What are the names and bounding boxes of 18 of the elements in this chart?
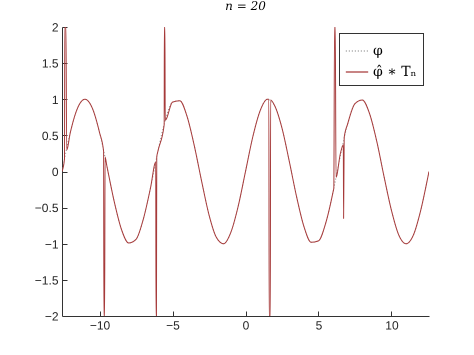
y-tick-label: −0.5	[34, 201, 59, 216]
line-series	[62, 27, 429, 316]
legend-label: φ	[373, 43, 383, 59]
y-tick-label: −1.5	[34, 273, 59, 288]
y-tick-label: −1	[44, 237, 59, 252]
legend-label: φ̂ ∗ Tₙ	[373, 64, 417, 80]
y-tick-label: −2	[44, 310, 59, 324]
y-tick-label: 1.5	[42, 56, 59, 71]
x-tick-label: 10	[385, 318, 399, 332]
x-tick-label: 0	[242, 318, 250, 332]
chart-title: n = 20	[225, 0, 266, 13]
x-tick-label: −10	[90, 318, 111, 332]
y-tick-label: 1	[52, 92, 59, 107]
x-tick-label: −5	[166, 318, 180, 332]
y-tick-label: 0	[52, 165, 59, 179]
y-tick-label: 0.5	[42, 128, 59, 143]
y-tick-label: 2	[52, 20, 59, 34]
x-tick-label: 5	[316, 318, 323, 332]
